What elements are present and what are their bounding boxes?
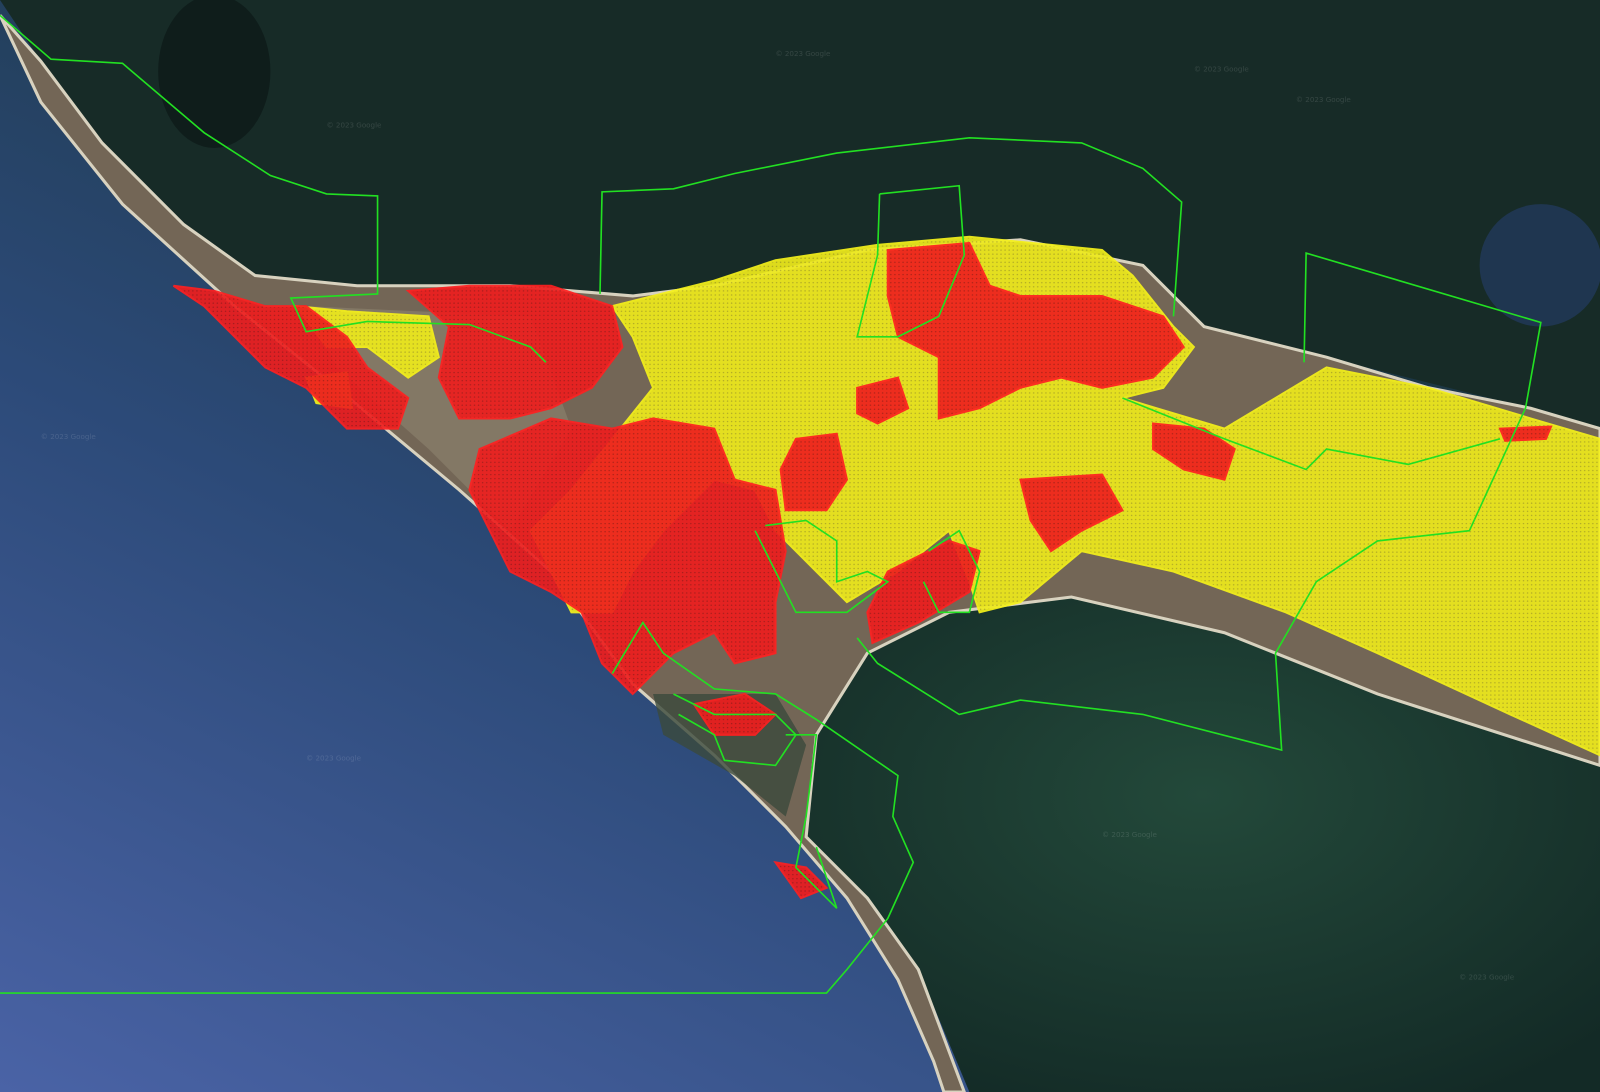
red-zone-layer[interactable] — [172, 241, 1553, 900]
boundary-line[interactable] — [922, 529, 981, 614]
boundary-line[interactable] — [785, 733, 838, 909]
imagery-attribution: © 2023 Google — [1102, 830, 1157, 839]
imagery-attribution: © 2023 Google — [1459, 973, 1514, 982]
boundary-line[interactable] — [0, 14, 547, 363]
lagoon-deep-spot — [158, 0, 271, 148]
red-zone[interactable] — [856, 376, 910, 425]
lagoon-deep-spot — [1479, 204, 1600, 327]
boundary-line[interactable] — [856, 252, 1542, 752]
red-zone[interactable] — [1498, 425, 1553, 442]
boundary-line[interactable] — [599, 136, 1183, 317]
boundary-line[interactable] — [1122, 397, 1501, 471]
red-zone[interactable] — [468, 417, 787, 696]
red-zone[interactable] — [405, 284, 624, 420]
boundary-layer[interactable] — [0, 14, 1542, 994]
red-zone[interactable] — [886, 241, 1185, 420]
red-zone[interactable] — [172, 284, 410, 430]
boundary-line[interactable] — [856, 184, 966, 338]
red-zone[interactable] — [1152, 422, 1236, 481]
imagery-attribution: © 2023 Google — [306, 753, 361, 762]
imagery-attribution: © 2023 Google — [41, 432, 96, 441]
imagery-attribution: © 2023 Google — [327, 121, 382, 130]
red-zone[interactable] — [1019, 473, 1124, 553]
red-zone[interactable] — [779, 432, 849, 512]
boundary-line[interactable] — [754, 519, 890, 614]
boundary-line[interactable] — [0, 621, 915, 994]
red-zone[interactable] — [866, 539, 981, 645]
imagery-attribution: © 2023 Google — [1194, 64, 1249, 73]
imagery-attribution-layer: © 2023 Google © 2023 Google © 2023 Googl… — [41, 49, 1514, 982]
southern-marsh — [653, 693, 807, 817]
boundary-line[interactable] — [673, 693, 797, 767]
imagery-attribution: © 2023 Google — [1296, 95, 1351, 104]
imagery-attribution: © 2023 Google — [776, 49, 831, 58]
bay — [806, 597, 1600, 1092]
